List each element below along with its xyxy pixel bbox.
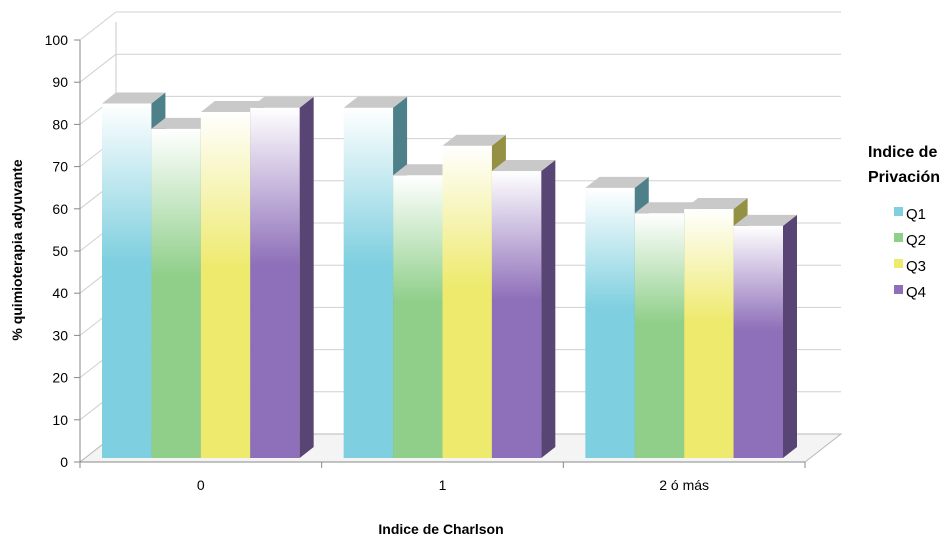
legend-swatch — [894, 259, 903, 268]
bar-front — [250, 107, 300, 459]
y-tick-label: 40 — [52, 285, 68, 301]
legend: Indice de Privación Q1 Q2 Q3 Q4 — [868, 144, 940, 301]
bar-front — [634, 213, 685, 458]
legend-item-Q2: Q2 — [894, 232, 926, 249]
x-tick-label: 1 — [439, 477, 447, 493]
legend-swatch — [894, 207, 903, 216]
gridline-side — [79, 53, 117, 83]
bar-front — [585, 187, 635, 459]
bar-side — [541, 160, 556, 459]
y-tick-label: 80 — [52, 116, 68, 132]
legend-swatch — [894, 233, 903, 242]
y-axis: 0 10 20 30 40 50 60 70 80 90 100 — [45, 32, 81, 470]
x-axis-title: Indice de Charlson — [378, 521, 503, 537]
y-tick-label: 50 — [52, 243, 68, 259]
bar-top — [634, 202, 699, 214]
x-tick-label: 0 — [197, 477, 205, 493]
y-tick-label: 70 — [52, 159, 68, 175]
bar-front — [151, 128, 201, 458]
bars — [102, 92, 797, 459]
bar-top — [442, 134, 506, 146]
bar-top — [393, 164, 457, 176]
legend-item-Q3: Q3 — [894, 258, 926, 275]
bar-front — [343, 107, 394, 459]
bar-top — [684, 198, 748, 210]
legend-swatch — [894, 285, 903, 294]
bar-front — [200, 111, 251, 459]
y-tick-label: 60 — [52, 201, 68, 217]
legend-label: Q1 — [906, 206, 926, 223]
legend-title-line-2: Privación — [868, 169, 940, 186]
legend-label: Q2 — [906, 232, 926, 249]
bar-front — [733, 225, 783, 458]
bar-side — [299, 96, 314, 459]
bar-top — [102, 92, 166, 104]
legend-title-line-1: Indice de — [868, 144, 937, 161]
bar-front — [442, 145, 492, 458]
legend-item-Q1: Q1 — [894, 206, 926, 223]
y-tick-label: 90 — [52, 74, 68, 90]
bar-Q4-1 — [491, 160, 556, 459]
legend-label: Q3 — [906, 258, 926, 275]
y-tick-label: 20 — [52, 370, 68, 386]
bar-top — [733, 214, 797, 226]
bar-front — [102, 103, 152, 459]
y-axis-title: % quimioterapia adyuvante — [9, 159, 25, 340]
bar-front — [491, 171, 542, 459]
bar-top — [200, 100, 265, 112]
bar-top — [343, 96, 408, 108]
bar-Q4-2 ó más — [733, 214, 797, 458]
bar-side — [783, 214, 797, 458]
bar-front — [684, 209, 734, 458]
y-tick-label: 0 — [60, 454, 68, 470]
y-tick-label: 30 — [52, 327, 68, 343]
bar-front — [393, 175, 443, 458]
bar-top — [151, 117, 215, 129]
x-tick-label: 2 ó más — [659, 477, 709, 493]
bar-Q4-0 — [250, 96, 314, 459]
gridline-side — [79, 11, 117, 41]
y-tick-label: 100 — [45, 32, 69, 48]
y-tick-label: 10 — [52, 412, 68, 428]
bar-top — [491, 160, 556, 172]
legend-item-Q4: Q4 — [894, 284, 926, 301]
bar-top — [250, 96, 314, 108]
bar-top — [585, 176, 649, 188]
x-axis: 0 1 2 ó más — [79, 461, 806, 493]
legend-label: Q4 — [906, 284, 926, 301]
